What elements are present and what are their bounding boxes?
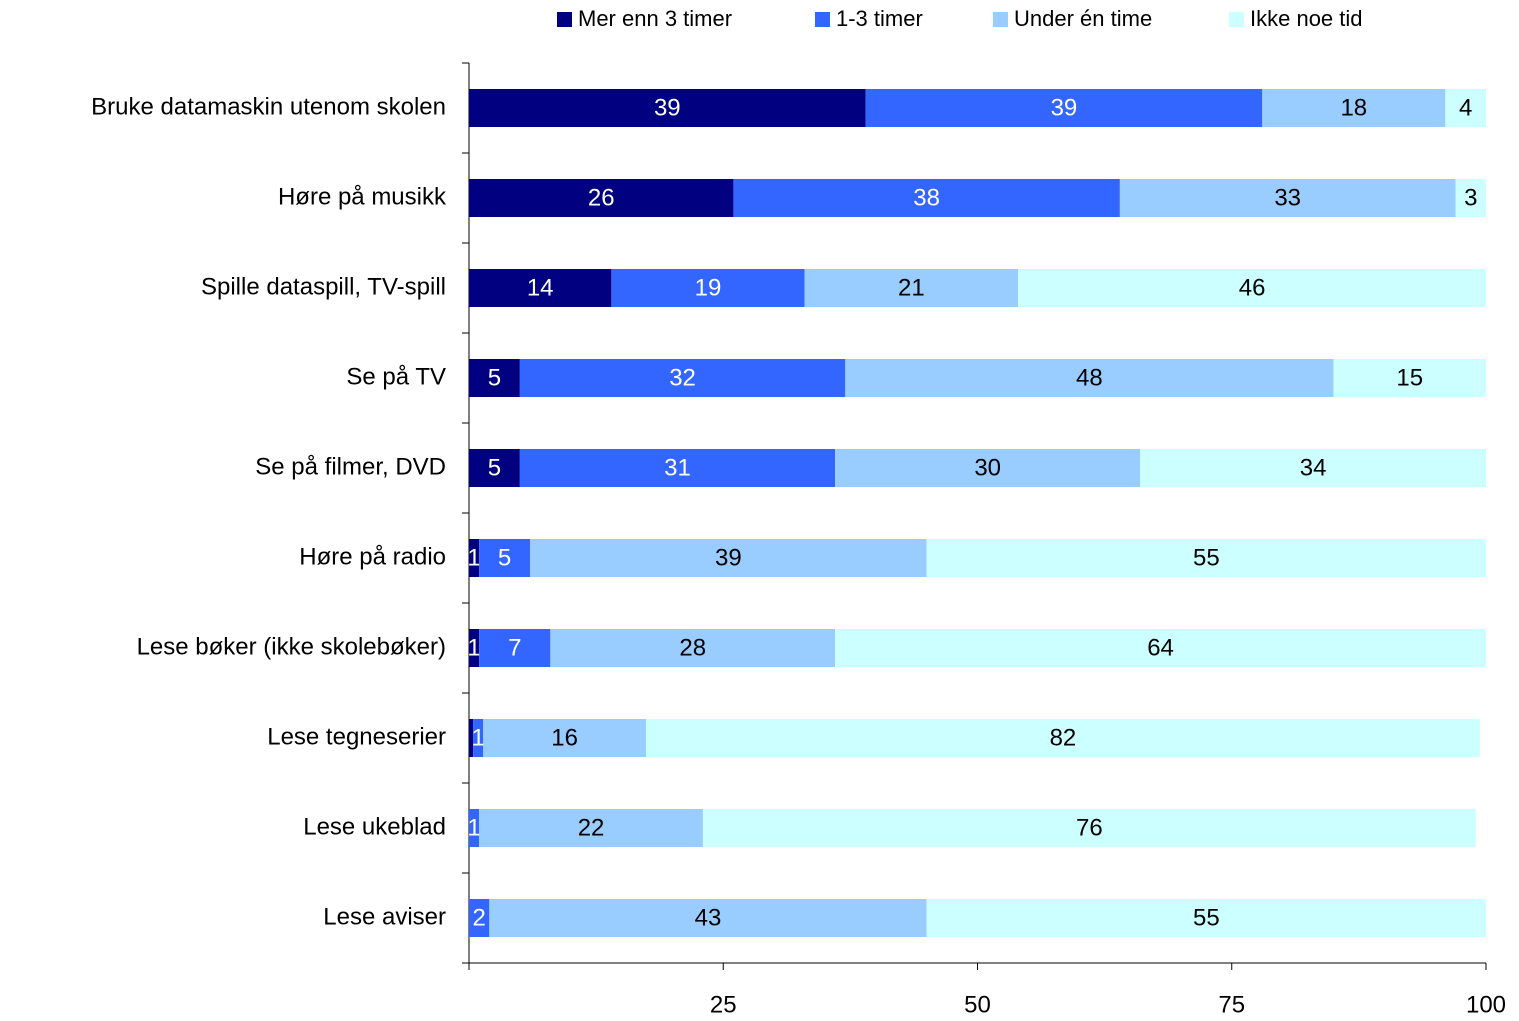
bar-segment <box>519 359 846 397</box>
data-label: 64 <box>1147 634 1174 661</box>
category-label: Se på filmer, DVD <box>255 453 446 480</box>
data-label: 16 <box>551 724 578 751</box>
data-label: 1 <box>471 724 484 751</box>
data-label: 1 <box>467 634 480 661</box>
data-label: 28 <box>679 634 706 661</box>
bar-segment <box>469 809 480 847</box>
bar-segment <box>469 899 490 937</box>
bar-segment <box>479 539 531 577</box>
data-label: 21 <box>898 274 925 301</box>
legend-label: Mer enn 3 timer <box>578 6 732 31</box>
data-label: 48 <box>1076 364 1103 391</box>
bar-segment <box>1262 89 1446 127</box>
category-label: Se på TV <box>346 363 446 390</box>
bar-segment <box>645 719 1480 757</box>
data-label: 34 <box>1300 454 1327 481</box>
x-tick-label: 100 <box>1466 991 1506 1018</box>
data-label: 2 <box>472 904 485 931</box>
bar-segment <box>479 809 703 847</box>
legend-swatch <box>993 12 1008 27</box>
data-label: 19 <box>695 274 722 301</box>
bar-segment <box>1455 179 1486 217</box>
bar-segment <box>1018 269 1486 307</box>
bar-segment <box>845 359 1334 397</box>
bar-segment <box>611 269 805 307</box>
category-label: Lese ukeblad <box>303 813 446 840</box>
data-label: 82 <box>1050 724 1077 751</box>
data-label: 5 <box>488 454 501 481</box>
data-label: 39 <box>715 544 742 571</box>
bar-segment <box>926 539 1486 577</box>
bar-segment <box>469 269 612 307</box>
x-tick-label: 75 <box>1218 991 1245 1018</box>
bar-segment <box>473 719 484 757</box>
bar-segment <box>1140 449 1486 487</box>
bar-segment <box>835 449 1141 487</box>
bar-segment <box>702 809 1476 847</box>
legend-label: 1-3 timer <box>836 6 923 31</box>
bar-segment <box>479 629 551 667</box>
bar-segment <box>469 629 480 667</box>
data-label: 55 <box>1193 904 1220 931</box>
bar-segment <box>550 629 836 667</box>
bar-segment <box>530 539 927 577</box>
data-label: 3 <box>1464 184 1477 211</box>
data-label: 55 <box>1193 544 1220 571</box>
bar-segment <box>469 449 520 487</box>
category-label: Lese aviser <box>323 903 446 930</box>
data-label: 39 <box>654 94 681 121</box>
bar-segment <box>489 899 927 937</box>
category-label: Høre på radio <box>299 543 446 570</box>
category-label: Spille dataspill, TV-spill <box>201 273 446 300</box>
data-label: 31 <box>664 454 691 481</box>
category-label: Bruke datamaskin utenom skolen <box>91 93 446 120</box>
bar-segment <box>926 899 1486 937</box>
legend-label: Under én time <box>1014 6 1152 31</box>
data-label: 43 <box>695 904 722 931</box>
legend-swatch <box>557 12 572 27</box>
bar-segment <box>483 719 646 757</box>
bar-segment <box>469 539 480 577</box>
data-label: 15 <box>1396 364 1423 391</box>
data-label: 30 <box>974 454 1001 481</box>
data-label: 38 <box>913 184 940 211</box>
data-label: 33 <box>1274 184 1301 211</box>
bar-segment <box>469 719 474 757</box>
bar-segment <box>519 449 836 487</box>
data-label: 18 <box>1340 94 1367 121</box>
x-tick-label: 25 <box>710 991 737 1018</box>
data-label: 7 <box>508 634 521 661</box>
bar-segment <box>469 359 520 397</box>
data-label: 5 <box>488 364 501 391</box>
bar-segment <box>865 89 1263 127</box>
data-label: 39 <box>1051 94 1078 121</box>
data-label: 46 <box>1239 274 1266 301</box>
bar-segment <box>469 89 866 127</box>
data-label: 76 <box>1076 814 1103 841</box>
legend-swatch <box>815 12 830 27</box>
x-tick-label: 50 <box>964 991 991 1018</box>
bar-segment <box>1119 179 1456 217</box>
bar-segment <box>469 179 734 217</box>
bar-segment <box>1333 359 1486 397</box>
bar-segment <box>733 179 1120 217</box>
bar-segment <box>804 269 1019 307</box>
category-label: Lese tegneserier <box>267 723 446 750</box>
data-label: 1 <box>467 814 480 841</box>
legend-label: Ikke noe tid <box>1250 6 1363 31</box>
data-label: 32 <box>669 364 696 391</box>
data-label: 1 <box>467 544 480 571</box>
category-label: Lese bøker (ikke skolebøker) <box>137 633 446 660</box>
data-label: 26 <box>588 184 615 211</box>
data-label: 22 <box>578 814 605 841</box>
bar-segment <box>835 629 1486 667</box>
data-label: 4 <box>1459 94 1472 121</box>
legend-swatch <box>1229 12 1244 27</box>
bar-segment <box>1445 89 1486 127</box>
category-label: Høre på musikk <box>278 183 447 210</box>
data-label: 5 <box>498 544 511 571</box>
data-label: 14 <box>527 274 554 301</box>
